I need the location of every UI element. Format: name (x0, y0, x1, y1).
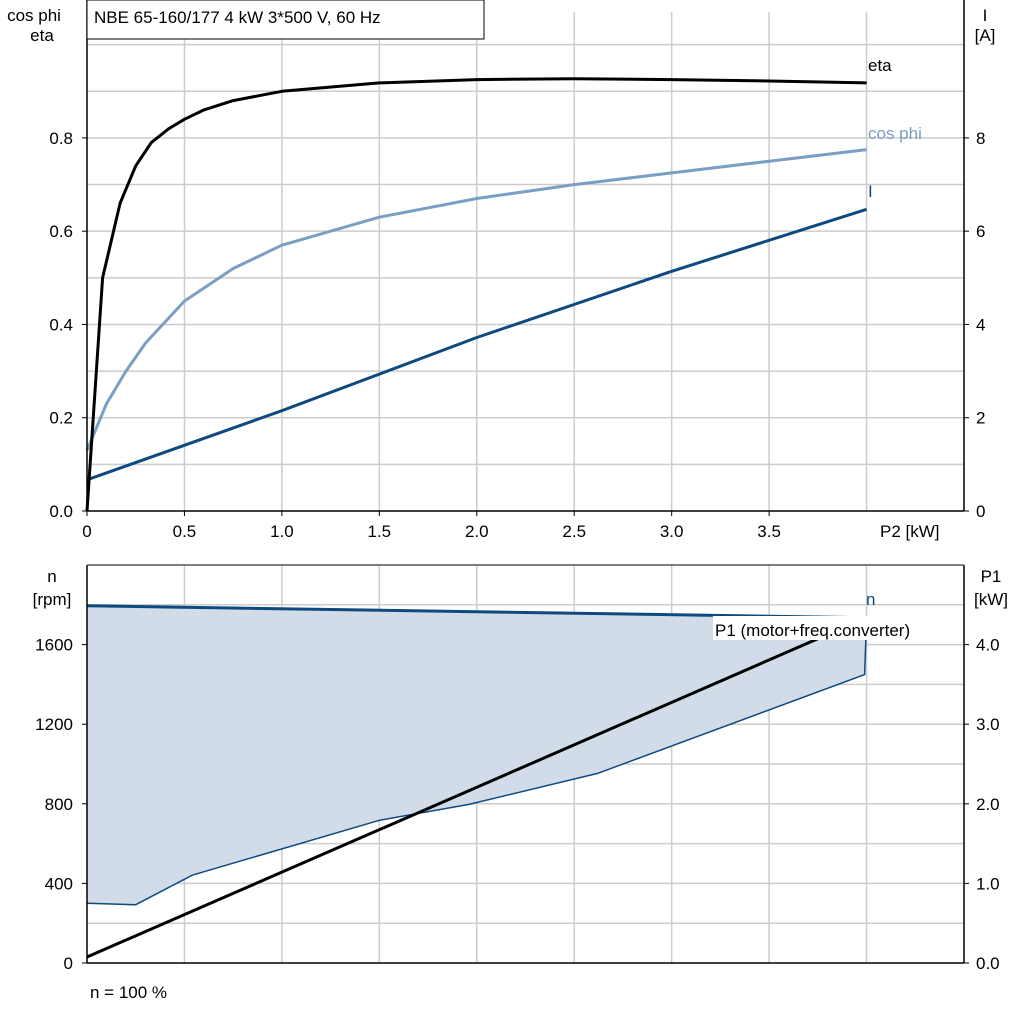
bottom-right-axis-label-1: P1 (981, 567, 1002, 586)
y-right-tick-label: 1.0 (976, 874, 1000, 893)
top-grid (87, 12, 964, 511)
y-right-tick-label: 2.0 (976, 795, 1000, 814)
y-right-tick-label: 0 (976, 502, 985, 521)
x-tick-label: 2.5 (562, 522, 586, 541)
y-left-tick-label: 0.6 (49, 222, 73, 241)
y-right-tick-label: 4.0 (976, 636, 1000, 655)
x-axis-label: P2 [kW] (880, 522, 940, 541)
bottom-right-axis-label-2: [kW] (974, 590, 1008, 609)
y-left-tick-label: 0.0 (49, 502, 73, 521)
y-left-tick-label: 400 (45, 874, 73, 893)
top-right-axis-label-1: I (983, 6, 988, 25)
label-n: n (866, 590, 875, 609)
label-I: I (868, 182, 873, 201)
x-tick-label: 2.0 (465, 522, 489, 541)
bottom-plot-marks (86, 604, 868, 959)
y-left-tick-label: 0.8 (49, 129, 73, 148)
bottom-left-axis-label-1: n (47, 567, 56, 586)
footer-speed: n = 100 % (90, 983, 167, 1002)
y-right-tick-label: 3.0 (976, 715, 1000, 734)
y-right-tick-label: 8 (976, 129, 985, 148)
y-left-tick-label: 0 (64, 954, 73, 973)
series-n-line (86, 604, 867, 620)
y-right-tick-label: 4 (976, 315, 985, 334)
series-cos-phi-line (85, 148, 867, 451)
y-right-tick-label: 0.0 (976, 954, 1000, 973)
top-left-axis-label-2: eta (30, 26, 54, 45)
x-tick-label: 3.5 (757, 522, 781, 541)
label-P1: P1 (motor+freq.converter) (715, 621, 910, 640)
top-left-axis-label-1: cos phi (7, 6, 61, 25)
series-P1-line (86, 616, 868, 959)
title-box (86, 0, 485, 40)
series-I-line (86, 207, 868, 482)
label-cos-phi: cos phi (868, 124, 922, 143)
y-right-tick-label: 2 (976, 409, 985, 428)
min-speed-line (86, 617, 868, 906)
y-left-tick-label: 1200 (35, 715, 73, 734)
y-right-tick-label: 6 (976, 222, 985, 241)
x-tick-label: 1.5 (368, 522, 392, 541)
x-tick-label: 0 (82, 522, 91, 541)
y-left-tick-label: 1600 (35, 636, 73, 655)
axes (86, 0, 965, 964)
chart-title: NBE 65-160/177 4 kW 3*500 V, 60 Hz (94, 8, 381, 27)
tick-labels: 0 0.5 1.0 1.5 2.0 2.5 3.0 3.5 0.0 0.2 0.4 0.6 0.8 0 2 4… (35, 129, 999, 973)
y-left-tick-label: 0.4 (49, 315, 73, 334)
operating-range-area (87, 605, 867, 905)
top-right-axis-label-2: [A] (975, 26, 996, 45)
series-eta-line (85, 77, 867, 512)
label-eta: eta (868, 56, 892, 75)
y-left-tick-label: 800 (45, 795, 73, 814)
x-tick-label: 3.0 (660, 522, 684, 541)
top-plot-marks (85, 77, 868, 512)
x-tick-label: 0.5 (173, 522, 197, 541)
p1-label-bg (713, 616, 961, 640)
x-tick-label: 1.0 (270, 522, 294, 541)
y-left-tick-label: 0.2 (49, 409, 73, 428)
bottom-left-axis-label-2: [rpm] (33, 590, 72, 609)
